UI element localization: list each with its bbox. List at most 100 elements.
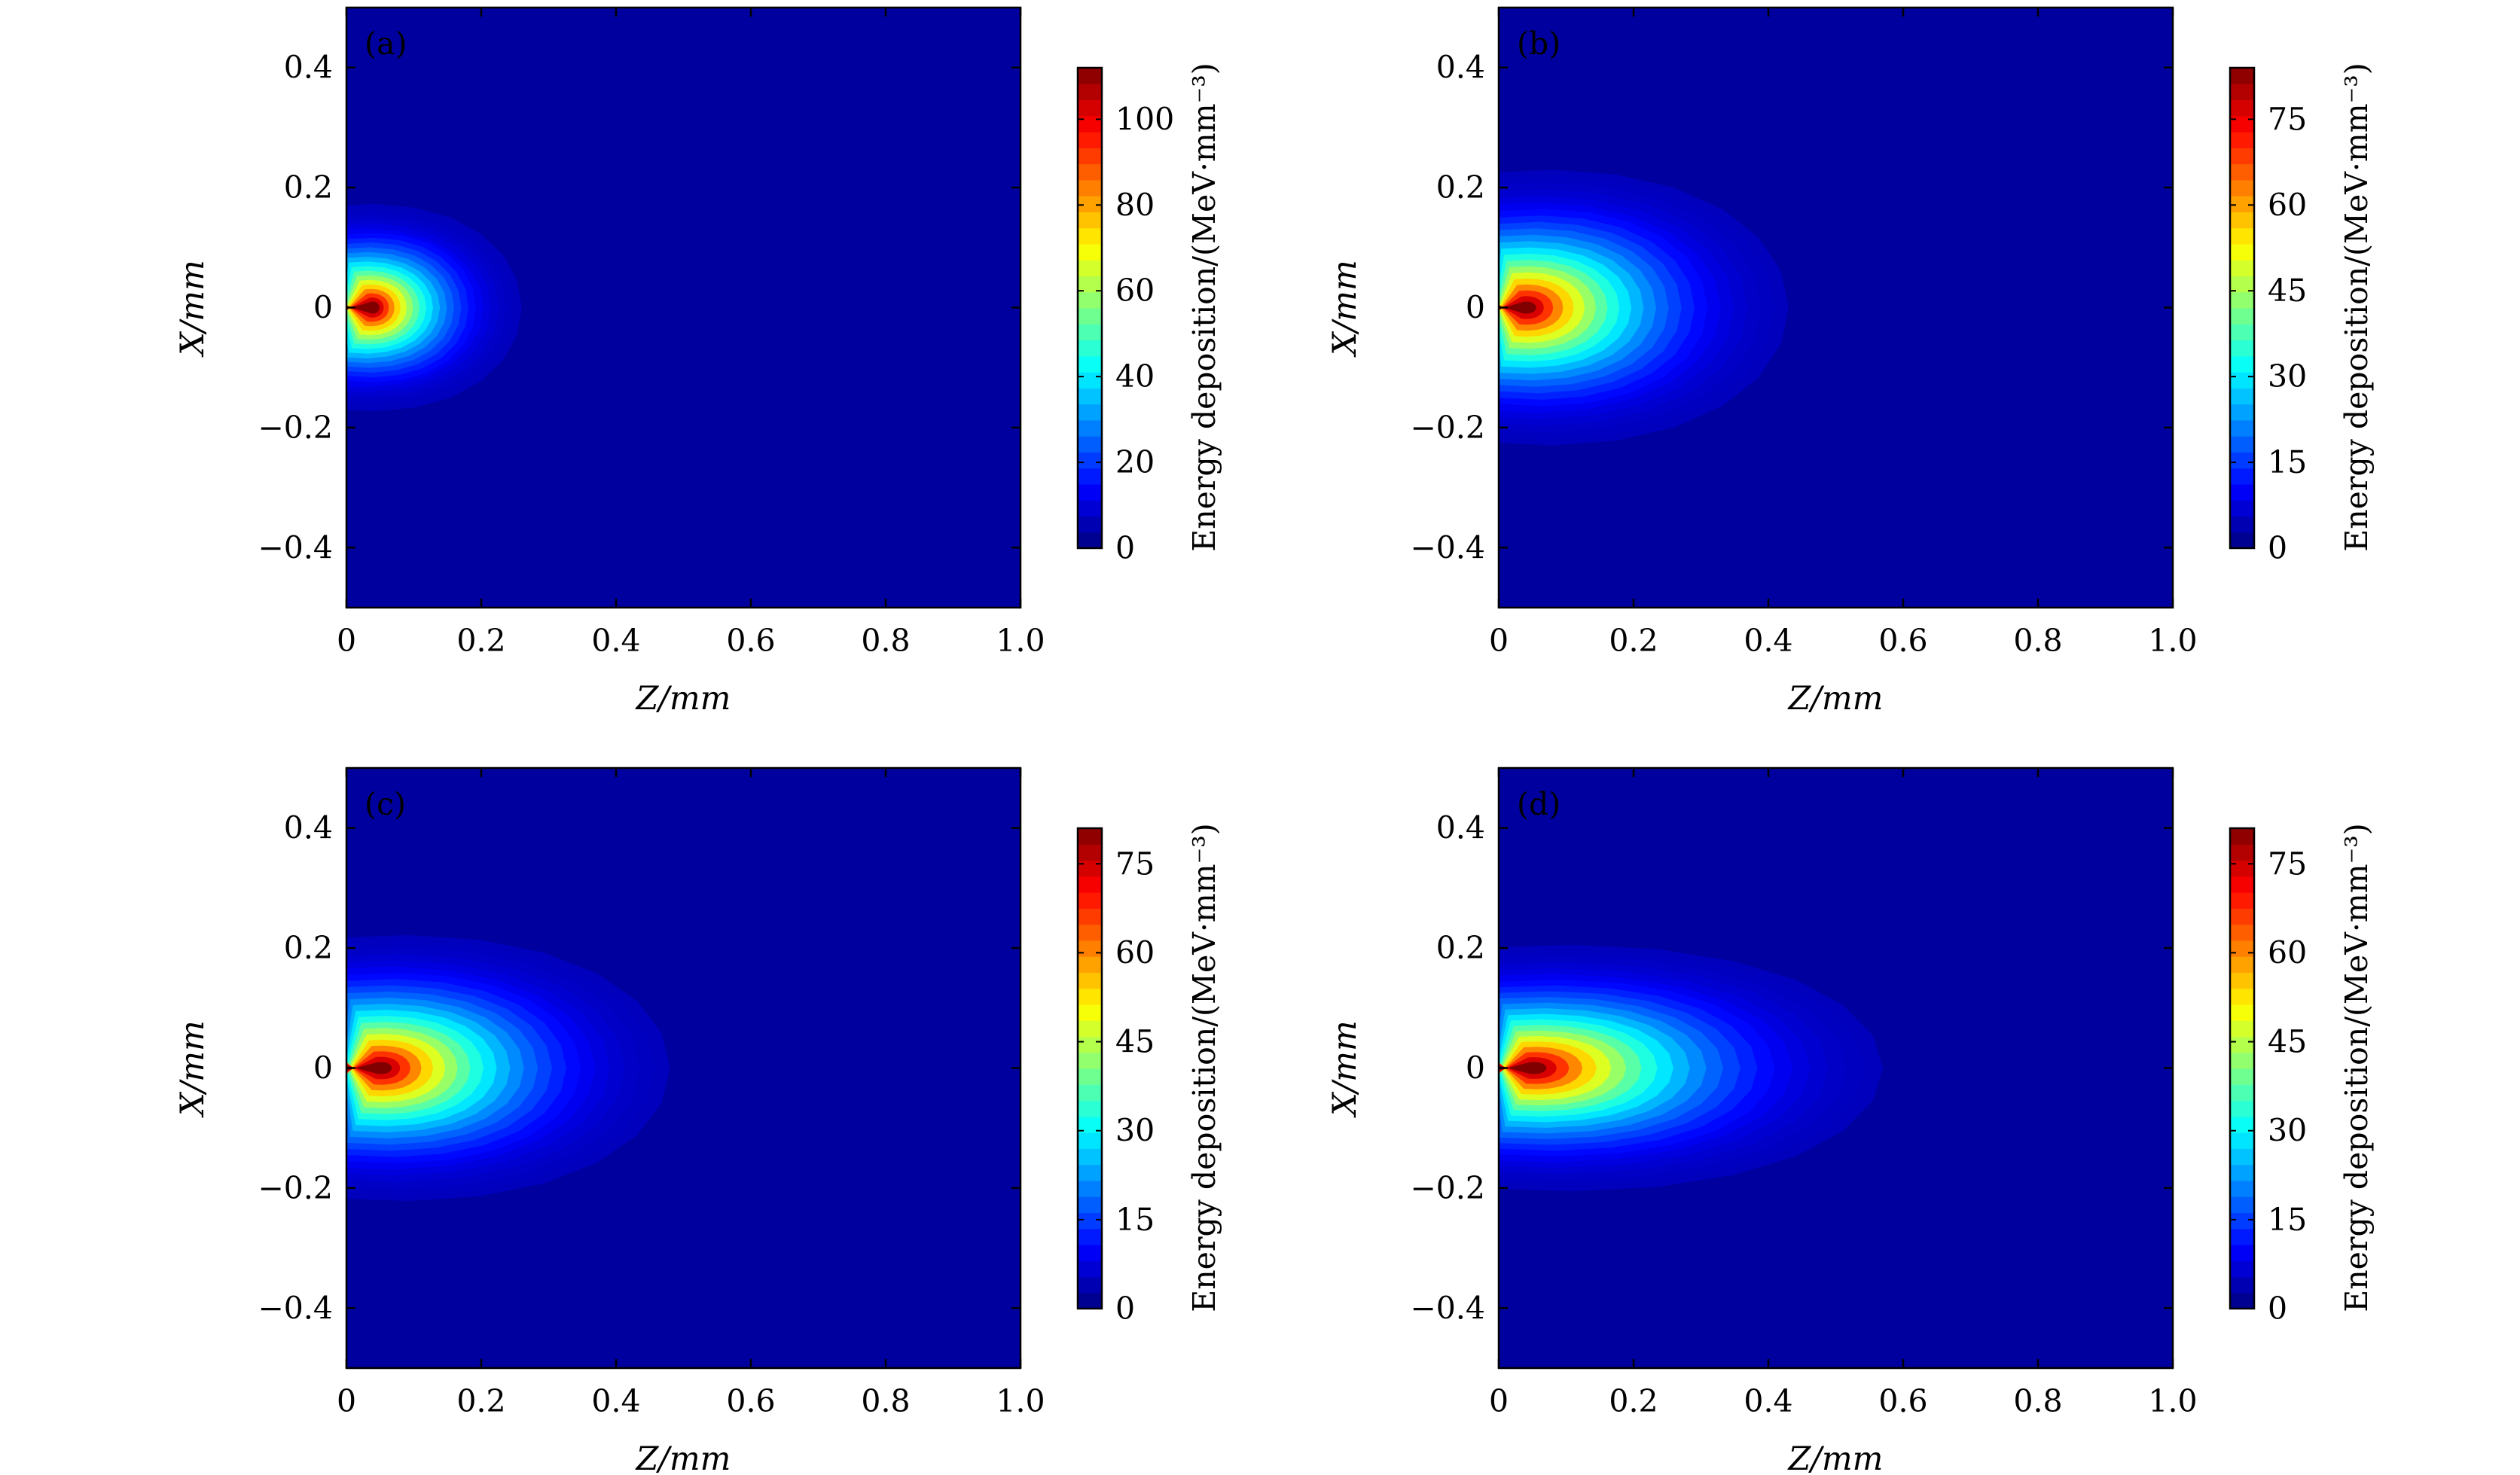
colorbar-segment [1078,404,1102,421]
colorbar-segment [1078,940,1102,957]
colorbar-segment [2230,500,2254,517]
colorbar-segment [2230,956,2254,973]
colorbar-segment [2230,388,2254,405]
y-tick-label: −0.4 [1410,1290,1485,1326]
colorbar-segment [2230,924,2254,941]
colorbar-segment [2230,876,2254,893]
colorbar-segment [1078,876,1102,893]
x-tick-label: 0.2 [456,623,505,659]
colorbar-segment [2230,1260,2254,1278]
colorbar-segment [2230,163,2254,181]
colorbar-segment [1078,1036,1102,1053]
colorbar-tick-label: 20 [1115,444,1155,480]
colorbar-segment [1078,828,1102,845]
colorbar-segment [1078,1228,1102,1245]
colorbar-segment [2230,828,2254,845]
colorbar-segment [2230,1292,2254,1309]
panel-label: (c) [365,786,406,822]
colorbar-segment [1078,452,1102,469]
colorbar-segment [2230,148,2254,165]
x-tick-label: 0.4 [1744,1383,1792,1419]
colorbar-segment [1078,276,1102,293]
x-tick-label: 0.8 [861,623,910,659]
colorbar-tick-label: 60 [2268,187,2307,223]
colorbar-segment [1078,340,1102,357]
colorbar: 0 15 30 45 60 75 Energy deposition/(MeV·mm⁻³) [2229,823,2375,1327]
x-tick-label: 0.2 [456,1383,505,1419]
colorbar-segment [1078,924,1102,941]
y-tick-label: 0 [313,290,333,326]
y-tick-label: 0.4 [284,810,333,846]
colorbar-segment [2230,1228,2254,1245]
panel-label: (d) [1517,786,1561,822]
contour-level [1499,1062,1547,1074]
colorbar-frame [1076,827,1103,1310]
contour-level [346,1062,392,1074]
colorbar: 0 20 40 60 80 100 Energy deposition/(MeV·mm⁻³) [1076,62,1222,566]
y-tick-label: 0.4 [284,50,333,86]
deposition-contours [346,203,522,412]
y-axis-title: X/mm [1326,260,1364,358]
colorbar-segment [2230,196,2254,212]
colorbar-title: Energy deposition/(MeV·mm⁻³) [2338,62,2375,551]
colorbar-tick-label: 40 [1115,358,1155,395]
colorbar-segment [1078,419,1102,437]
colorbar-segment [1078,388,1102,405]
colorbar-segment [1078,1164,1102,1181]
x-axis-title: Z/mm [1787,1440,1884,1475]
colorbar-segment [1078,1180,1102,1197]
y-tick-label: 0.4 [1436,810,1485,846]
colorbar-tick-label: 45 [1115,1024,1155,1060]
colorbar-segment [2230,844,2254,861]
colorbar-segment [2230,1212,2254,1230]
x-axis-title: Z/mm [1787,680,1884,718]
colorbar-tick-label: 75 [2268,101,2307,137]
x-tick-label: 0.8 [2013,623,2062,659]
x-tick-label: 0.6 [726,1383,775,1419]
colorbar-segment [2230,84,2254,101]
colorbar-segment [1078,532,1102,549]
y-axis-title: X/mm [174,1020,212,1118]
colorbar-tick-label: 75 [2268,846,2307,882]
colorbar-segment [1078,355,1102,373]
x-tick-label: 1.0 [996,623,1045,659]
colorbar-segment [1078,1260,1102,1278]
y-tick-label: −0.2 [258,1170,333,1206]
colorbar-segment [1078,500,1102,517]
colorbar-segment [2230,291,2254,309]
colorbar-segment [1078,892,1102,909]
colorbar-segment [2230,972,2254,989]
x-tick-label: 0.6 [726,623,775,659]
colorbar-segment [1078,132,1102,148]
colorbar-segment [2230,99,2254,117]
colorbar-tick-label: 15 [1115,1202,1155,1238]
colorbar-segment [2230,532,2254,549]
colorbar-frame [1076,66,1103,550]
y-axis-title: X/mm [1326,1020,1364,1118]
colorbar-segment [2230,1052,2254,1069]
panel-d: 0 0.2 0.4 0.6 0.8 1.0 0.4 0.2 0 −0.2 −0.4 Z/mm X/mm (… [1326,766,2375,1475]
x-tick-label: 1.0 [996,1383,1045,1419]
x-tick-label: 0 [337,1383,356,1419]
colorbar-segment [1078,1148,1102,1166]
colorbar-segment [1078,1276,1102,1294]
colorbar-segment [1078,483,1102,501]
colorbar-segment [1078,212,1102,229]
colorbar-segment [2230,1196,2254,1213]
x-tick-label: 0.2 [1609,623,1658,659]
colorbar-segment [2230,908,2254,925]
colorbar-title: Energy deposition/(MeV·mm⁻³) [1186,823,1222,1312]
colorbar-segment [2230,1244,2254,1261]
colorbar-segment [2230,115,2254,133]
colorbar-segment [1078,908,1102,925]
colorbar-tick-label: 30 [2268,1113,2307,1149]
y-tick-label: 0.2 [284,169,333,206]
colorbar-segment [2230,355,2254,373]
colorbar-segment [1078,988,1102,1005]
colorbar-tick-label: 60 [1115,273,1155,309]
colorbar-tick-label: 60 [2268,934,2307,971]
y-tick-label: −0.2 [258,410,333,446]
colorbar-segment [1078,860,1102,877]
y-tick-label: 0.4 [1436,50,1485,86]
